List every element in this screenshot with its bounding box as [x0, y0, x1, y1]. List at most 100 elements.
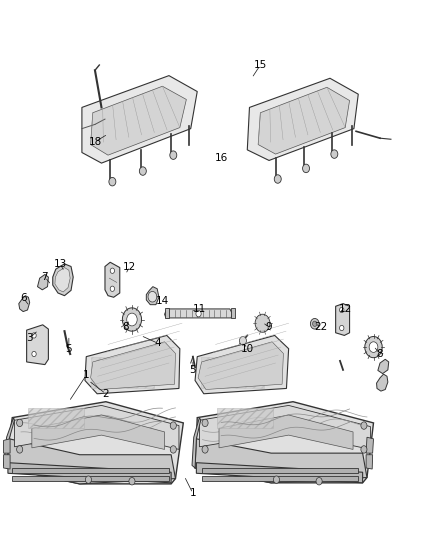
Polygon shape: [105, 262, 120, 297]
Circle shape: [311, 318, 319, 329]
Polygon shape: [219, 415, 353, 449]
Text: 15: 15: [254, 60, 267, 70]
Circle shape: [240, 336, 247, 345]
Text: 14: 14: [156, 296, 169, 306]
Polygon shape: [258, 87, 350, 154]
Polygon shape: [82, 76, 197, 163]
Circle shape: [129, 478, 135, 485]
Polygon shape: [366, 437, 374, 453]
Circle shape: [361, 446, 367, 453]
Circle shape: [339, 308, 344, 313]
Text: 5: 5: [190, 365, 196, 375]
Polygon shape: [192, 418, 201, 468]
Circle shape: [17, 446, 23, 453]
Circle shape: [365, 336, 382, 358]
Text: 3: 3: [26, 333, 33, 343]
Polygon shape: [146, 287, 159, 305]
Circle shape: [369, 342, 378, 352]
Circle shape: [109, 177, 116, 186]
Text: 12: 12: [339, 304, 352, 314]
Circle shape: [110, 268, 115, 273]
Bar: [12, 476, 169, 481]
Polygon shape: [32, 415, 165, 449]
Text: 13: 13: [53, 259, 67, 269]
Circle shape: [17, 419, 23, 426]
Circle shape: [202, 419, 208, 426]
Circle shape: [85, 476, 92, 483]
Circle shape: [361, 422, 367, 429]
Bar: [28, 408, 84, 428]
Polygon shape: [85, 335, 180, 394]
Polygon shape: [7, 439, 176, 484]
Text: 22: 22: [314, 322, 328, 333]
Polygon shape: [196, 463, 363, 483]
Text: 7: 7: [42, 272, 48, 282]
Circle shape: [122, 308, 141, 331]
Circle shape: [170, 422, 177, 429]
Text: 5: 5: [66, 344, 72, 354]
Polygon shape: [14, 406, 179, 449]
Bar: [201, 476, 358, 481]
Circle shape: [313, 321, 317, 326]
Circle shape: [196, 311, 201, 317]
Circle shape: [273, 476, 279, 483]
Text: 1: 1: [190, 488, 196, 498]
Polygon shape: [377, 374, 388, 391]
Bar: [201, 468, 358, 473]
Polygon shape: [4, 418, 14, 468]
Circle shape: [32, 333, 36, 338]
Text: 16: 16: [215, 153, 228, 163]
Circle shape: [127, 313, 137, 326]
Text: 18: 18: [88, 137, 102, 147]
Text: 2: 2: [102, 389, 109, 399]
Text: 10: 10: [241, 344, 254, 354]
Bar: [217, 408, 273, 428]
Polygon shape: [165, 309, 232, 318]
Polygon shape: [195, 439, 367, 483]
Bar: [91, 357, 154, 389]
Polygon shape: [19, 296, 30, 312]
Polygon shape: [247, 78, 358, 160]
Polygon shape: [198, 342, 283, 390]
Text: 1: 1: [83, 370, 89, 380]
Text: 6: 6: [20, 293, 27, 303]
Bar: [231, 308, 235, 318]
Circle shape: [202, 446, 208, 453]
Polygon shape: [336, 304, 350, 335]
Text: 8: 8: [122, 322, 129, 333]
Polygon shape: [91, 342, 176, 390]
Polygon shape: [38, 274, 48, 290]
Circle shape: [255, 314, 270, 332]
Circle shape: [139, 167, 146, 175]
Polygon shape: [366, 455, 373, 469]
Bar: [12, 468, 169, 473]
Polygon shape: [53, 264, 73, 296]
Text: 11: 11: [193, 304, 206, 314]
Polygon shape: [8, 463, 171, 483]
Circle shape: [170, 151, 177, 159]
Text: 8: 8: [377, 349, 383, 359]
Text: 9: 9: [266, 322, 272, 333]
Circle shape: [110, 286, 115, 292]
Polygon shape: [378, 359, 389, 374]
Text: 4: 4: [155, 338, 161, 349]
Bar: [201, 357, 264, 389]
Polygon shape: [195, 335, 289, 394]
Circle shape: [170, 446, 177, 453]
Circle shape: [274, 175, 281, 183]
Polygon shape: [199, 406, 371, 449]
Polygon shape: [91, 86, 186, 155]
Circle shape: [303, 164, 310, 173]
Bar: [165, 308, 169, 318]
Circle shape: [331, 150, 338, 158]
Circle shape: [339, 325, 344, 330]
Circle shape: [148, 292, 157, 302]
Polygon shape: [4, 455, 10, 469]
Polygon shape: [27, 325, 48, 365]
Circle shape: [316, 478, 322, 485]
Polygon shape: [4, 439, 10, 453]
Text: 12: 12: [123, 262, 136, 271]
Circle shape: [32, 351, 36, 357]
Polygon shape: [195, 402, 374, 483]
Polygon shape: [7, 402, 184, 484]
